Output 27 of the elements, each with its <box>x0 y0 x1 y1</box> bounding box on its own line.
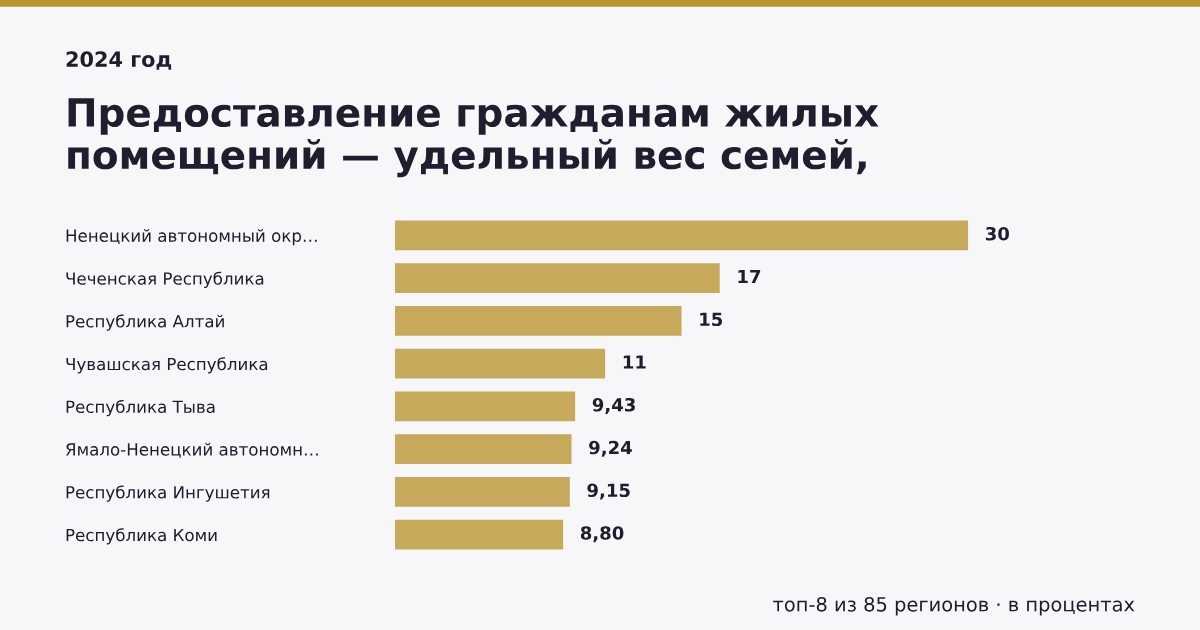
data-label: 8,80 <box>580 526 624 543</box>
data-label: 9,24 <box>589 440 632 457</box>
y-tick-label: Республика Алтай <box>66 314 224 331</box>
bar <box>395 220 969 251</box>
data-label: 9,43 <box>592 397 635 414</box>
bar <box>395 391 576 422</box>
y-tick-label: Ненецкий автономный окр… <box>66 229 317 246</box>
chart-title: Предоставление гражданам жилых помещений — удельный вес семей, <box>68 98 879 178</box>
data-label: 30 <box>985 226 1010 241</box>
y-tick-label: Чувашская Республика <box>66 357 268 374</box>
text: топ-8 из 85 регионов · в процентах <box>773 596 1135 616</box>
bar <box>395 263 720 294</box>
data-label: 15 <box>700 312 723 327</box>
y-tick-label: Республика Коми <box>66 528 217 545</box>
data-label: 9,15 <box>587 483 630 500</box>
y-tick-label: Ямало-Ненецкий автономн… <box>66 442 318 458</box>
bar <box>395 519 564 550</box>
text: 2024 год <box>66 51 172 70</box>
data-label: 11 <box>623 355 646 369</box>
bar <box>395 434 572 465</box>
y-tick-label: Республика Тыва <box>66 399 215 417</box>
bar <box>395 305 682 336</box>
bar <box>395 476 570 507</box>
y-tick-label: Чеченская Республика <box>66 271 264 289</box>
bar <box>395 348 606 379</box>
y-tick-label: Республика Ингушетия <box>66 485 270 502</box>
data-label: 17 <box>738 269 761 284</box>
